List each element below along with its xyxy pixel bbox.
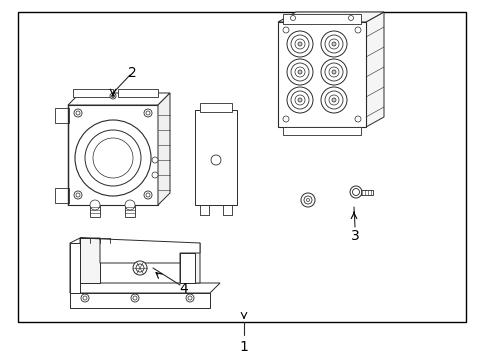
Circle shape <box>290 91 308 109</box>
Circle shape <box>348 15 353 21</box>
Text: 3: 3 <box>350 229 359 243</box>
Polygon shape <box>80 238 200 263</box>
Circle shape <box>328 95 338 105</box>
Circle shape <box>297 42 302 46</box>
Circle shape <box>325 91 342 109</box>
Circle shape <box>185 294 194 302</box>
Circle shape <box>85 130 141 186</box>
Text: 2: 2 <box>127 66 136 80</box>
Circle shape <box>133 296 137 300</box>
Circle shape <box>328 67 338 77</box>
Circle shape <box>320 87 346 113</box>
Circle shape <box>125 200 135 210</box>
Polygon shape <box>180 243 200 283</box>
Circle shape <box>143 191 152 199</box>
Bar <box>68 105 158 205</box>
Circle shape <box>352 189 359 195</box>
Circle shape <box>187 296 192 300</box>
Circle shape <box>283 27 288 33</box>
Polygon shape <box>365 12 383 127</box>
Circle shape <box>290 63 308 81</box>
Circle shape <box>325 35 342 53</box>
Text: 4: 4 <box>179 282 188 296</box>
Circle shape <box>136 264 143 272</box>
Circle shape <box>286 87 312 113</box>
Circle shape <box>74 191 82 199</box>
Circle shape <box>320 59 346 85</box>
Circle shape <box>331 98 335 102</box>
Bar <box>118 89 158 97</box>
Circle shape <box>286 31 312 57</box>
Circle shape <box>325 63 342 81</box>
Circle shape <box>354 116 360 122</box>
Polygon shape <box>278 12 383 22</box>
Bar <box>70 293 209 308</box>
Circle shape <box>331 42 335 46</box>
Circle shape <box>210 155 221 165</box>
Bar <box>55 188 69 203</box>
Bar <box>73 89 113 97</box>
Bar <box>90 205 100 217</box>
Circle shape <box>301 193 314 207</box>
Circle shape <box>83 296 87 300</box>
Bar <box>195 110 237 205</box>
Circle shape <box>99 144 127 172</box>
Circle shape <box>146 111 150 115</box>
Bar <box>55 108 69 123</box>
Bar <box>278 22 365 127</box>
Polygon shape <box>70 283 220 293</box>
Bar <box>200 103 231 112</box>
Circle shape <box>297 98 302 102</box>
Circle shape <box>290 15 295 21</box>
Polygon shape <box>70 238 80 293</box>
Circle shape <box>354 27 360 33</box>
Bar <box>283 127 360 135</box>
Circle shape <box>152 172 158 178</box>
Circle shape <box>294 67 305 77</box>
Circle shape <box>306 198 309 202</box>
Circle shape <box>320 31 346 57</box>
Circle shape <box>90 200 100 210</box>
Circle shape <box>76 111 80 115</box>
Circle shape <box>294 39 305 49</box>
Bar <box>283 14 360 24</box>
Circle shape <box>76 193 80 197</box>
Bar <box>125 205 135 217</box>
Circle shape <box>349 186 361 198</box>
Circle shape <box>152 157 158 163</box>
Circle shape <box>290 35 308 53</box>
Polygon shape <box>158 93 170 205</box>
Bar <box>180 253 195 283</box>
Bar <box>70 243 80 293</box>
Text: 1: 1 <box>239 340 248 354</box>
Circle shape <box>331 70 335 74</box>
Circle shape <box>328 39 338 49</box>
Circle shape <box>133 261 147 275</box>
Circle shape <box>304 196 311 204</box>
Circle shape <box>75 120 151 196</box>
Bar <box>18 12 465 322</box>
Circle shape <box>131 294 139 302</box>
Bar <box>360 190 372 195</box>
Circle shape <box>108 153 118 163</box>
Circle shape <box>111 95 114 98</box>
Circle shape <box>297 70 302 74</box>
Circle shape <box>110 93 116 99</box>
Circle shape <box>143 109 152 117</box>
Circle shape <box>286 59 312 85</box>
Polygon shape <box>80 238 100 283</box>
Circle shape <box>283 116 288 122</box>
Circle shape <box>81 294 89 302</box>
Circle shape <box>294 95 305 105</box>
Circle shape <box>146 193 150 197</box>
Polygon shape <box>68 93 170 105</box>
Circle shape <box>74 109 82 117</box>
Circle shape <box>93 138 133 178</box>
